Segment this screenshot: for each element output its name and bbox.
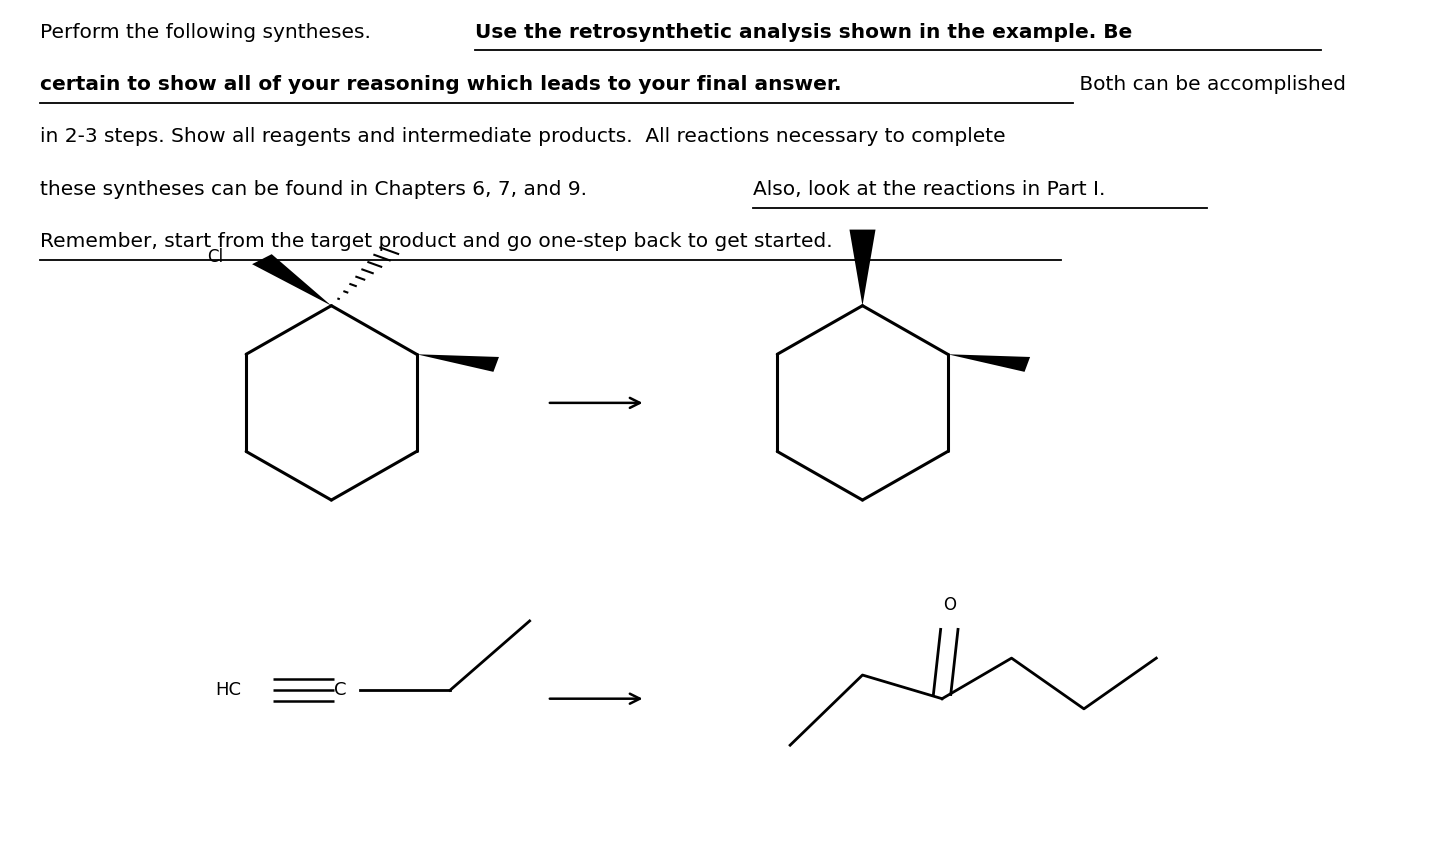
Text: Cl: Cl xyxy=(207,248,223,266)
Text: certain to show all of your reasoning which leads to your final answer.: certain to show all of your reasoning wh… xyxy=(41,75,842,94)
Polygon shape xyxy=(850,230,876,305)
Text: these syntheses can be found in Chapters 6, 7, and 9.: these syntheses can be found in Chapters… xyxy=(41,180,594,198)
Polygon shape xyxy=(252,254,332,305)
Text: Perform the following syntheses.: Perform the following syntheses. xyxy=(41,23,377,42)
Text: O: O xyxy=(942,596,956,614)
Text: Use the retrosynthetic analysis shown in the example. Be: Use the retrosynthetic analysis shown in… xyxy=(474,23,1132,42)
Text: in 2-3 steps. Show all reagents and intermediate products.  All reactions necess: in 2-3 steps. Show all reagents and inte… xyxy=(41,127,1006,147)
Polygon shape xyxy=(416,354,499,371)
Text: C: C xyxy=(335,681,347,700)
Text: Both can be accomplished: Both can be accomplished xyxy=(1073,75,1346,94)
Text: Also, look at the reactions in Part I.: Also, look at the reactions in Part I. xyxy=(753,180,1105,198)
Polygon shape xyxy=(948,354,1030,371)
Text: HC: HC xyxy=(216,681,242,700)
Text: Remember, start from the target product and go one-step back to get started.: Remember, start from the target product … xyxy=(41,232,834,251)
